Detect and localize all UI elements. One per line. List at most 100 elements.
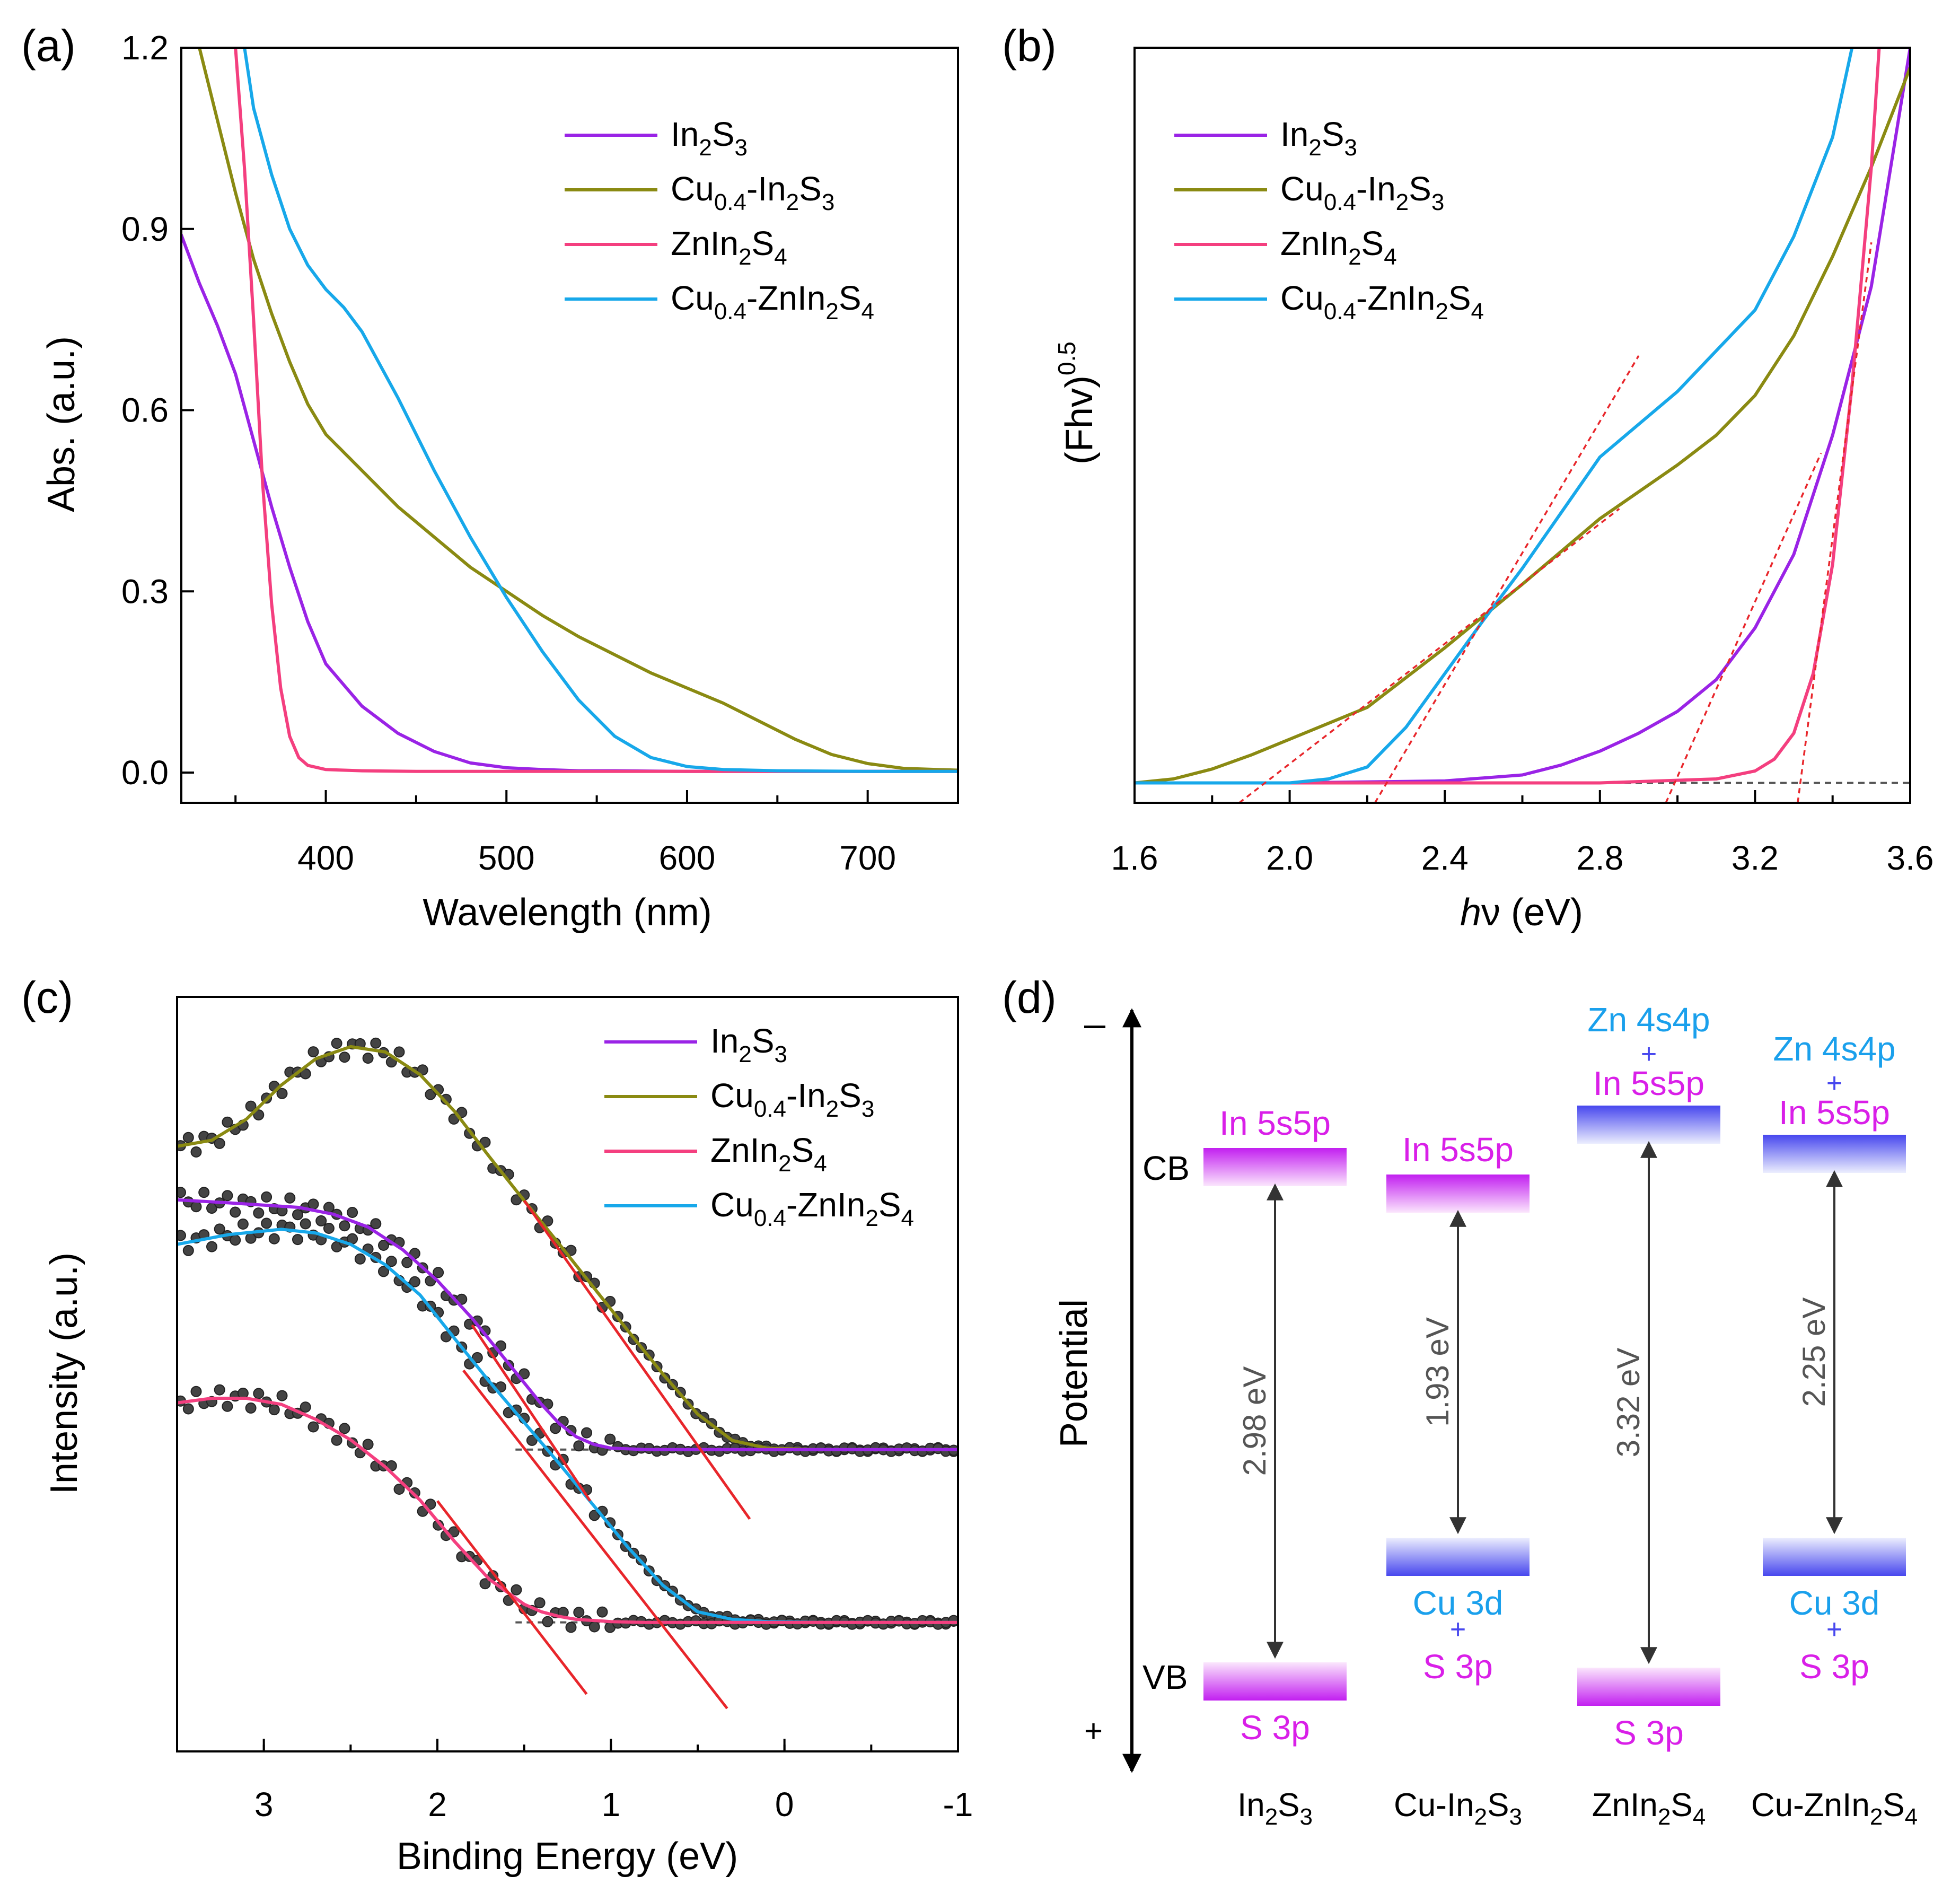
- panel-c-point-ZnIn2S4-10: [253, 1388, 265, 1399]
- panel-c-point-Cu-ZnIn2S4-5: [214, 1223, 225, 1235]
- panel-a-legend-In2S3-label: In2S3: [671, 115, 748, 161]
- panel-c-point-In2S3-10: [253, 1207, 265, 1219]
- panel-b-label: (b): [1002, 21, 1057, 71]
- material-name-3-name_mid: S: [1883, 1787, 1904, 1824]
- panel-c-x-title: Binding Energy (eV): [397, 1835, 738, 1878]
- panel-a-legend-ZnIn2S4-sub1: 2: [739, 244, 751, 270]
- panel-a-plot-area: [181, 48, 958, 773]
- panel-b-tangent-In2S3: [1665, 452, 1822, 803]
- panel-b-series-Cu-ZnIn2S4: [1135, 48, 1854, 785]
- panel-c-point-Cu-ZnIn2S4-16: [300, 1218, 311, 1230]
- potential-axis-title: Potential: [1053, 1299, 1095, 1448]
- panel-c-legend-In2S3-base: In: [710, 1022, 739, 1060]
- panel-b-legend-Cu-In2S3-mid: S: [1409, 170, 1431, 208]
- panel-a-series-Cu-ZnIn2S4: [243, 48, 958, 773]
- band-gap-label-3: 2.25 eV: [1796, 1298, 1832, 1407]
- material-name-0-name_mid: S: [1278, 1787, 1299, 1824]
- material-name-2-name_mid: S: [1671, 1787, 1692, 1824]
- panel-c-point-ZnIn2S4-24: [362, 1439, 374, 1450]
- vb-orbital-bottom-1: S 3p: [1423, 1647, 1493, 1686]
- panel-c-point-Cu-In2S3-31: [417, 1064, 428, 1076]
- panel-b-x-title-unit: (eV): [1500, 891, 1583, 934]
- panel-c-point-ZnIn2S4-53: [588, 1621, 600, 1633]
- panel-c-x-ticks: 3 2 1 0 -1: [176, 1739, 973, 1824]
- panel-c-point-In2S3-44: [518, 1368, 530, 1380]
- panel-b-legend-Cu-In2S3-base: -In: [1356, 170, 1396, 208]
- panel-c-point-Cu-ZnIn2S4-27: [385, 1256, 397, 1267]
- panel-c-legend-Cu-ZnIn2S4-sub1: 2: [865, 1205, 878, 1231]
- panel-a-series-Cu-In2S3: [198, 48, 958, 772]
- panel-c-point-ZnIn2S4-35: [448, 1526, 460, 1538]
- panel-c-point-Cu-ZnIn2S4-38: [471, 1352, 483, 1363]
- panel-c-point-Cu-ZnIn2S4-1: [182, 1245, 194, 1256]
- band-gap-label-0: 2.98 eV: [1237, 1366, 1272, 1476]
- panel-c-point-In2S3-52: [581, 1427, 592, 1439]
- material-name-1-name_mid: S: [1487, 1787, 1509, 1824]
- panel-a-xtick-label-600: 600: [659, 839, 716, 877]
- panel-c-series-In2S3: [177, 1198, 958, 1451]
- panel-b-plot-area: [1135, 48, 1910, 803]
- panel-b-legend-Cu-In2S3-sub1: 2: [1396, 189, 1409, 215]
- panel-a: (a) 400 500 600 700 0.0 0.3 0.6 0.9 1.2 Wavelen…: [21, 21, 959, 934]
- panel-c-legend-Cu-In2S3-sub2: 3: [862, 1096, 874, 1122]
- panel-b-x-title-nu: ν: [1481, 891, 1500, 934]
- panel-c-point-In2S3-0: [177, 1187, 186, 1198]
- panel-c-point-ZnIn2S4-46: [534, 1597, 546, 1609]
- panel-c-series-Cu-In2S3: [177, 1045, 958, 1451]
- panel-a-legend-Cu-ZnIn2S4-sub2: 4: [862, 299, 874, 325]
- panel-c-point-Cu-In2S3-28: [393, 1046, 405, 1058]
- vb-band-2: [1577, 1668, 1720, 1706]
- panel-c-legend-ZnIn2S4-sub2: 4: [814, 1151, 827, 1177]
- panel-c-point-ZnIn2S4-21: [339, 1423, 350, 1434]
- vb-orbital-top-1: Cu 3d: [1413, 1584, 1504, 1622]
- vb-tag: VB: [1142, 1658, 1188, 1696]
- vb-orbital-2: S 3p: [1614, 1714, 1684, 1752]
- panel-c-point-In2S3-15: [292, 1209, 303, 1221]
- cb-orbital-1: In 5s5p: [1402, 1130, 1514, 1169]
- panel-c-legend-ZnIn2S4-base: ZnIn: [710, 1131, 778, 1169]
- panel-b-legend-In2S3-sub1: 2: [1308, 135, 1321, 161]
- band-column-2: 3.32 eV Zn 4s4p+In 5s5p S 3p ZnIn2S4: [1577, 1001, 1720, 1830]
- panel-c-point-In2S3-51: [573, 1440, 585, 1452]
- panel-a-legend-In2S3-sub2: 3: [735, 135, 748, 161]
- panel-c-point-ZnIn2S4-50: [565, 1622, 577, 1633]
- panel-b-legend-Cu-ZnIn2S4-sub0: 0.4: [1324, 299, 1356, 325]
- panel-b-xtick-label-2.4: 2.4: [1421, 839, 1469, 877]
- panel-c-legend-Cu-In2S3-sub0: 0.4: [754, 1096, 786, 1122]
- panel-b-legend-ZnIn2S4-mid: S: [1361, 224, 1384, 262]
- panel-d-label: (d): [1002, 972, 1057, 1022]
- panel-c-point-ZnIn2S4-17: [307, 1421, 319, 1433]
- material-name-3-name_sub2: 4: [1905, 1804, 1918, 1830]
- panel-c-point-In2S3-2: [190, 1201, 202, 1213]
- panel-c-legend-In2S3-mid: S: [752, 1022, 775, 1060]
- cb-band-2: [1577, 1106, 1720, 1144]
- panel-a-ytick-label-0.9: 0.9: [121, 210, 169, 248]
- panel-b-y-title-base: (Fhv): [1058, 375, 1101, 465]
- panel-a-legend-ZnIn2S4-label: ZnIn2S4: [671, 224, 787, 270]
- material-name-1: Cu-In2S3: [1394, 1787, 1522, 1830]
- panel-b-x-title: hν (eV): [1460, 891, 1583, 934]
- panel-c-point-Cu-In2S3-5: [214, 1137, 225, 1149]
- panel-b-series-Cu-In2S3: [1135, 66, 1910, 785]
- panel-a-y-ticks: 0.0 0.3 0.6 0.9 1.2: [121, 29, 194, 792]
- panel-a-ytick-label-0: 0.0: [121, 753, 169, 792]
- panel-b-legend-ZnIn2S4-sub1: 2: [1348, 244, 1361, 270]
- panel-c-point-In2S3-7: [230, 1206, 241, 1218]
- panel-a-label: (a): [21, 21, 76, 71]
- vb-orbital-top-3: Cu 3d: [1789, 1584, 1880, 1622]
- panel-b-legend-Cu-ZnIn2S4-pre: Cu: [1280, 279, 1324, 317]
- vb-band-3: [1763, 1538, 1906, 1576]
- panel-c-legend-Cu-ZnIn2S4-pre: Cu: [710, 1186, 754, 1224]
- panel-c-point-ZnIn2S4-28: [393, 1484, 405, 1495]
- panel-a-legend-Cu-ZnIn2S4-sub1: 2: [825, 299, 838, 325]
- panel-c-point-In2S3-55: [604, 1433, 616, 1445]
- panel-c-point-Cu-ZnIn2S4-34: [440, 1331, 452, 1343]
- material-name-1-name_sub1: 2: [1474, 1804, 1487, 1830]
- panel-d: (d) – + Potential CB VB 2.98 eV In 5s5p S …: [1002, 972, 1918, 1830]
- vb-orbital-plus-3: +: [1826, 1614, 1842, 1645]
- band-column-0: 2.98 eV In 5s5p S 3p In2S3: [1203, 1104, 1347, 1830]
- panel-a-legend-Cu-In2S3-sub0: 0.4: [714, 189, 746, 215]
- panel-c-point-Cu-ZnIn2S4-11: [261, 1217, 273, 1229]
